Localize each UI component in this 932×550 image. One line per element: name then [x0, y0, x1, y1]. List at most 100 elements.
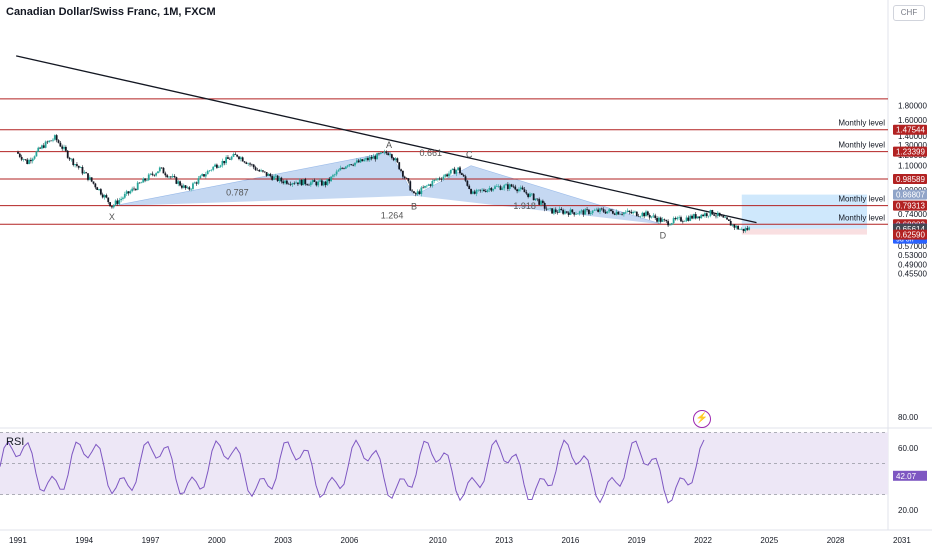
- candle-body: [112, 204, 115, 208]
- candle-body: [429, 184, 432, 186]
- pattern-ratio-3: 1.264: [381, 210, 404, 220]
- candle-body: [619, 214, 622, 215]
- candle-body: [383, 151, 386, 153]
- candle-body: [206, 171, 209, 175]
- candle-body: [52, 139, 54, 141]
- candle-body: [530, 193, 533, 195]
- candle-body: [731, 224, 734, 226]
- candle-body: [705, 213, 708, 217]
- candle-body: [672, 218, 675, 224]
- price-badge-text-8: 0.62590: [896, 231, 925, 240]
- candle-body: [632, 211, 635, 214]
- candle-body: [486, 189, 489, 192]
- candle-body: [405, 177, 408, 179]
- candle-body: [586, 209, 588, 210]
- candle-body: [422, 187, 425, 189]
- y-tick-9: 0.74000: [898, 210, 927, 219]
- candle-body: [81, 167, 84, 174]
- chart-title: Canadian Dollar/Swiss Franc, 1M, FXCM: [6, 6, 216, 18]
- trend-line: [16, 55, 757, 224]
- candle-body: [700, 214, 703, 219]
- candle-body: [186, 187, 189, 189]
- candle-body: [59, 142, 62, 147]
- price-badge-1: [893, 146, 927, 157]
- candle-body: [239, 157, 242, 160]
- level-label-5: Monthly level: [838, 213, 885, 222]
- candle-body: [718, 212, 721, 216]
- candle-body: [739, 229, 741, 230]
- candle-body: [726, 217, 728, 220]
- candle-body: [740, 228, 743, 230]
- candle-body: [287, 183, 290, 185]
- candle-body: [41, 145, 43, 149]
- candle-body: [733, 224, 736, 228]
- candle-body: [118, 200, 121, 204]
- candle-body: [543, 202, 546, 209]
- candle-body: [634, 211, 636, 213]
- candle-body: [289, 183, 292, 185]
- candle-body: [569, 209, 572, 215]
- x-tick-4: 2003: [274, 536, 292, 545]
- candle-body: [61, 146, 64, 149]
- candle-body: [584, 209, 587, 215]
- candle-body: [573, 212, 576, 215]
- currency-badge[interactable]: CHF: [893, 5, 925, 21]
- candle-body: [512, 186, 515, 188]
- candle-body: [306, 184, 309, 185]
- candle-body: [595, 209, 598, 211]
- candle-body: [518, 189, 520, 192]
- candle-body: [433, 179, 436, 182]
- x-tick-12: 2028: [827, 536, 845, 545]
- candle-body: [451, 168, 454, 170]
- y-tick-3: 1.30000: [898, 141, 927, 150]
- candle-body: [332, 175, 334, 177]
- price-badge-0: [893, 124, 927, 135]
- candle-body: [18, 153, 21, 157]
- candle-body: [608, 209, 611, 212]
- candle-body: [521, 187, 524, 190]
- candle-body: [372, 156, 375, 159]
- candle-body: [317, 181, 320, 186]
- candle-body: [116, 200, 119, 204]
- y-tick-14: 0.45500: [898, 270, 927, 279]
- candle-body: [280, 177, 283, 182]
- candle-body: [624, 212, 627, 213]
- candle-body: [641, 212, 644, 217]
- y-tick-12: 0.53000: [898, 251, 927, 260]
- price-badge-2: [893, 174, 927, 185]
- candle-body: [241, 157, 244, 162]
- x-tick-6: 2010: [429, 536, 447, 545]
- candle-body: [484, 191, 487, 192]
- candle-body: [94, 183, 97, 188]
- flash-icon[interactable]: ⚡: [693, 410, 711, 428]
- rsi-line: [0, 439, 705, 504]
- pattern-ratio-0: 0.787: [226, 188, 249, 198]
- candle-body: [131, 188, 134, 192]
- x-tick-8: 2016: [562, 536, 580, 545]
- pattern-point-C: C: [466, 150, 473, 160]
- candle-body: [123, 193, 126, 198]
- candle-body: [363, 159, 366, 162]
- candle-body: [142, 178, 145, 183]
- candle-body: [236, 154, 239, 157]
- y-tick-2: 1.40000: [898, 132, 927, 141]
- candle-body: [103, 195, 106, 198]
- candle-body: [134, 188, 137, 190]
- candle-body: [457, 167, 460, 171]
- candle-body: [195, 182, 198, 184]
- candle-body: [344, 166, 347, 169]
- candle-body: [109, 202, 111, 207]
- candle-body: [735, 225, 738, 228]
- candle-body: [308, 184, 310, 186]
- candle-body: [652, 215, 655, 217]
- candle-body: [357, 160, 360, 163]
- candle-body: [79, 167, 82, 168]
- candle-body: [160, 167, 163, 169]
- candle-body: [193, 182, 196, 184]
- candle-body: [17, 151, 19, 154]
- candle-body: [278, 177, 281, 182]
- x-tick-7: 2013: [495, 536, 513, 545]
- candle-body: [416, 191, 419, 195]
- candle-body: [337, 170, 340, 172]
